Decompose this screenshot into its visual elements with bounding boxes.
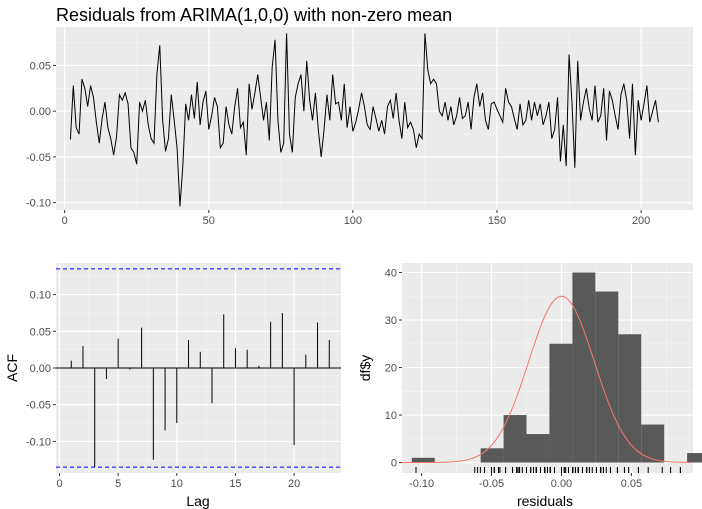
- histogram-x-tick-label: -0.05: [479, 478, 504, 490]
- histogram-bar: [618, 334, 642, 463]
- histogram-bar: [503, 415, 527, 463]
- histogram-bar: [480, 448, 504, 463]
- histogram-density-curve: [402, 295, 692, 464]
- histogram-bar: [641, 424, 665, 463]
- histogram-x-tick-label: 0.05: [621, 478, 642, 490]
- acf-x-tick-label: 10: [171, 478, 183, 490]
- acf-y-tick-label: -0.10: [26, 436, 51, 448]
- residuals-y-tick-label: 0.00: [30, 106, 51, 118]
- histogram-bar: [572, 272, 596, 463]
- histogram-bar: [549, 343, 573, 463]
- residuals-x-tick-label: 150: [488, 215, 506, 227]
- histogram-y-tick-label: 10: [385, 410, 397, 422]
- histogram-bar: [411, 457, 435, 463]
- acf-x-tick-label: 0: [56, 478, 62, 490]
- histogram-bar: [595, 291, 619, 463]
- histogram-y-tick-label: 0: [391, 458, 397, 470]
- residuals-histogram: -0.10 -0.05 0.00 0.05 0 10 20 30 40: [385, 263, 702, 490]
- histogram-x-tick-label: -0.10: [409, 478, 434, 490]
- acf-y-axis-title: ACF: [4, 354, 20, 382]
- residuals-y-tick-label: -0.05: [26, 152, 51, 164]
- residuals-x-tick-label: 100: [344, 215, 362, 227]
- acf-x-tick-label: 20: [288, 478, 300, 490]
- histogram-y-tick-label: 40: [385, 268, 397, 280]
- residuals-y-tick-label: 0.05: [30, 60, 51, 72]
- histogram-y-tick-label: 30: [385, 315, 397, 327]
- acf-plot: 0 5 10 15 20 -0.10 -0.05 0.00 0.05 0.10: [26, 263, 341, 490]
- residuals-x-tick-label: 200: [632, 215, 650, 227]
- acf-y-tick-label: 0.05: [30, 326, 51, 338]
- histogram-x-tick-label: 0.00: [551, 478, 572, 490]
- acf-y-tick-label: 0.00: [30, 363, 51, 375]
- residuals-y-tick-label: -0.10: [26, 198, 51, 210]
- acf-y-tick-label: 0.10: [30, 290, 51, 302]
- histogram-bar: [687, 453, 702, 463]
- residuals-series-line: [69, 33, 659, 207]
- residuals-x-tick-label: 50: [203, 215, 215, 227]
- residuals-x-tick-label: 0: [62, 215, 68, 227]
- histogram-bar: [526, 434, 550, 463]
- residuals-line-plot: 0 50 100 150 200 -0.10 -0.05 0.00 0.05: [26, 27, 693, 227]
- residuals-chart-title: Residuals from ARIMA(1,0,0) with non-zer…: [56, 5, 452, 25]
- histogram-y-tick-label: 20: [385, 363, 397, 375]
- acf-x-tick-label: 15: [229, 478, 241, 490]
- acf-y-tick-label: -0.05: [26, 400, 51, 412]
- histogram-x-axis-title: residuals: [517, 493, 573, 509]
- acf-x-tick-label: 5: [115, 478, 121, 490]
- acf-x-axis-title: Lag: [186, 493, 209, 509]
- histogram-y-axis-title: df$y: [357, 355, 373, 381]
